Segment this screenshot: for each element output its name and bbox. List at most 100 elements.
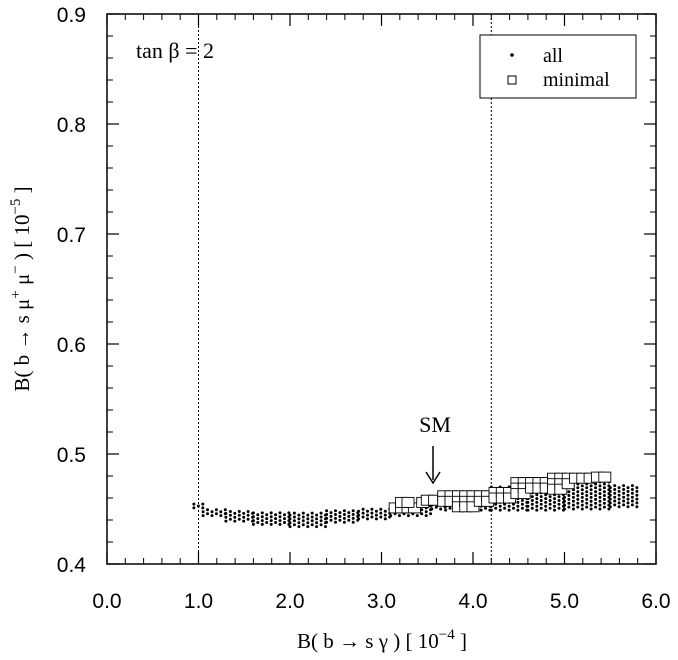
point-all — [589, 484, 593, 488]
point-all — [613, 488, 617, 491]
point-all — [233, 515, 237, 519]
point-all — [608, 497, 612, 501]
point-all — [626, 489, 630, 493]
point-all — [370, 511, 374, 515]
point-all — [347, 518, 351, 522]
point-all — [489, 508, 493, 512]
point-all — [580, 495, 584, 499]
point-all — [292, 519, 296, 523]
point-all — [214, 512, 218, 516]
point-all — [520, 499, 524, 502]
reference-lines — [198, 14, 492, 564]
point-all — [246, 513, 250, 517]
point-all — [622, 484, 626, 488]
x-tick-label: 1.0 — [184, 590, 213, 613]
point-all — [512, 502, 515, 506]
point-all — [589, 492, 593, 496]
point-all — [342, 513, 346, 516]
point-all — [315, 517, 319, 521]
point-all — [242, 519, 246, 523]
point-all — [201, 506, 205, 510]
point-all — [237, 510, 241, 513]
point-all — [585, 486, 589, 490]
point-all — [374, 517, 378, 521]
point-all — [224, 511, 228, 515]
point-all — [544, 500, 548, 504]
point-all — [598, 499, 602, 503]
point-all — [535, 508, 539, 512]
x-tick-label: 2.0 — [275, 590, 304, 613]
point-all — [383, 509, 387, 513]
point-all — [415, 514, 419, 518]
point-all — [520, 506, 524, 510]
point-all — [630, 491, 634, 495]
point-all — [589, 503, 593, 507]
point-all — [571, 499, 575, 503]
point-all — [288, 525, 292, 529]
point-all — [242, 515, 246, 519]
point-all — [563, 499, 566, 503]
point-all — [571, 507, 575, 511]
point-all — [548, 506, 552, 510]
point-all — [494, 506, 498, 510]
point-all — [301, 511, 305, 515]
point-all — [602, 490, 606, 494]
point-all — [315, 521, 319, 525]
point-minimal — [561, 478, 575, 490]
point-all — [429, 512, 433, 516]
point-minimal — [554, 483, 568, 495]
point-all — [535, 497, 539, 501]
point-minimal — [401, 496, 415, 508]
point-all — [260, 522, 264, 526]
x-axis-title: B( b → s γ ) [ 10−4 ] — [297, 627, 467, 653]
point-all — [622, 499, 626, 503]
point-all — [567, 490, 571, 494]
point-all — [576, 501, 580, 505]
point-all — [351, 509, 355, 513]
point-all — [626, 486, 630, 490]
y-axis-title: B( b → s μ+ μ− ) [ 10−5 ] — [8, 186, 34, 391]
point-all — [635, 505, 639, 509]
point-all — [288, 513, 292, 517]
point-all — [260, 511, 264, 515]
point-all — [292, 515, 296, 519]
point-all — [366, 509, 369, 513]
point-all — [265, 517, 269, 521]
sm-arrow — [425, 446, 441, 485]
point-all — [310, 519, 314, 523]
point-all — [306, 517, 310, 521]
point-all — [406, 514, 410, 518]
point-all — [585, 490, 589, 494]
point-all — [617, 505, 621, 509]
point-all — [201, 510, 205, 514]
point-all — [366, 513, 369, 517]
point-all — [301, 519, 305, 523]
point-all — [434, 505, 438, 509]
point-all — [357, 517, 361, 521]
point-all — [544, 497, 548, 501]
point-all — [563, 503, 566, 507]
point-all — [576, 497, 580, 501]
point-all — [576, 494, 580, 497]
point-all — [585, 494, 589, 497]
point-all — [206, 508, 209, 512]
point-all — [539, 495, 543, 499]
point-all — [613, 484, 617, 488]
point-all — [598, 507, 602, 511]
point-all — [334, 520, 337, 524]
point-all — [626, 493, 630, 497]
point-all — [613, 495, 617, 499]
point-all — [448, 506, 452, 510]
point-all — [535, 500, 539, 504]
point-all — [516, 504, 520, 508]
point-all — [608, 489, 612, 493]
point-all — [520, 502, 524, 506]
point-minimal — [466, 501, 480, 513]
point-all — [201, 514, 205, 518]
point-all — [530, 502, 534, 506]
point-all — [278, 519, 282, 523]
point-all — [576, 486, 580, 490]
point-all — [389, 514, 393, 518]
point-all — [310, 515, 314, 519]
point-all — [507, 504, 511, 508]
